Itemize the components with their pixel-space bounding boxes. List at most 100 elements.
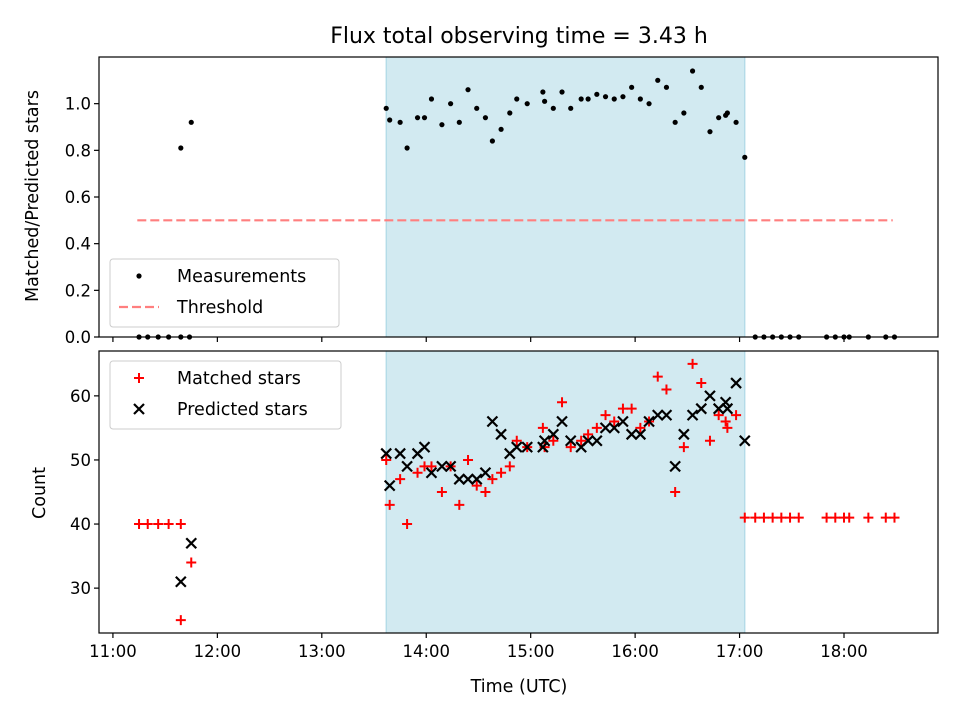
data-point bbox=[414, 115, 421, 121]
plus-marker bbox=[767, 512, 778, 523]
plus-marker bbox=[480, 487, 491, 497]
plus-marker bbox=[704, 435, 715, 446]
data-point bbox=[428, 96, 435, 102]
x-marker bbox=[739, 434, 751, 447]
x-marker bbox=[470, 473, 483, 485]
x-axis-label: Time (UTC) bbox=[470, 677, 568, 697]
data-point bbox=[514, 96, 520, 102]
data-point bbox=[655, 77, 661, 83]
plus-marker bbox=[426, 461, 437, 472]
plus-marker bbox=[565, 442, 576, 453]
plus-marker bbox=[600, 410, 611, 421]
legend: Matched stars Predicted stars bbox=[109, 360, 342, 430]
plus-marker bbox=[635, 422, 646, 433]
plus-marker bbox=[863, 512, 874, 523]
data-point bbox=[689, 68, 696, 74]
plus-marker bbox=[496, 467, 507, 478]
data-point bbox=[620, 94, 626, 100]
data-point bbox=[646, 101, 652, 107]
data-point bbox=[550, 105, 556, 111]
x-marker bbox=[721, 402, 734, 415]
data-point bbox=[474, 105, 480, 111]
x-marker bbox=[686, 409, 699, 421]
x-marker bbox=[547, 428, 560, 441]
plus-marker bbox=[617, 403, 628, 414]
x-marker bbox=[634, 428, 647, 441]
legend-label: Matched stars bbox=[177, 369, 301, 389]
top-panel: 0.0 0.2 0.4 0.6 0.8 1.0 Measurements Threshold bbox=[65, 56, 939, 347]
data-point bbox=[507, 110, 513, 116]
x-marker bbox=[669, 460, 681, 473]
y-tick-label: 40 bbox=[70, 515, 91, 534]
plus-marker bbox=[739, 512, 750, 523]
x-marker bbox=[383, 479, 396, 492]
x-tick-label: 13:00 bbox=[298, 642, 346, 661]
plus-marker bbox=[504, 461, 515, 472]
data-point bbox=[383, 105, 389, 111]
x-tick-label: 16:00 bbox=[611, 642, 659, 661]
x-marker bbox=[556, 415, 568, 428]
plus-marker bbox=[402, 519, 413, 530]
legend-label: Measurements bbox=[177, 267, 306, 287]
y-tick-label: 1.0 bbox=[65, 95, 91, 114]
data-point bbox=[421, 115, 428, 121]
data-point bbox=[602, 94, 609, 100]
data-point bbox=[178, 145, 184, 151]
x-marker bbox=[479, 466, 492, 479]
x-marker bbox=[704, 390, 716, 402]
plus-marker bbox=[722, 422, 733, 433]
x-marker bbox=[730, 377, 742, 389]
x-tick-label: 17:00 bbox=[716, 642, 764, 661]
data-point bbox=[188, 119, 194, 125]
x-marker bbox=[436, 460, 448, 473]
x-marker bbox=[564, 434, 577, 447]
legend-box bbox=[109, 360, 342, 430]
plus-marker bbox=[750, 512, 761, 523]
observing-window-span bbox=[386, 57, 745, 337]
plus-marker bbox=[436, 487, 447, 497]
plus-marker bbox=[793, 512, 804, 523]
plus-marker bbox=[454, 499, 465, 510]
plus-marker bbox=[844, 512, 855, 523]
x-marker bbox=[660, 409, 673, 421]
y-tick-label: 0.0 bbox=[65, 328, 91, 347]
plus-marker bbox=[175, 519, 186, 530]
plus-marker bbox=[395, 474, 406, 485]
data-point bbox=[456, 119, 462, 125]
data-point bbox=[663, 84, 670, 90]
x-tick-label: 14:00 bbox=[402, 642, 450, 661]
plus-marker bbox=[384, 499, 395, 510]
plus-marker bbox=[511, 435, 522, 446]
x-tick-label: 12:00 bbox=[194, 642, 242, 661]
y-tick-label: 0.4 bbox=[65, 235, 91, 254]
x-marker bbox=[495, 428, 507, 441]
plus-marker bbox=[696, 378, 707, 389]
x-marker bbox=[486, 415, 499, 428]
y-tick-label: 60 bbox=[70, 387, 91, 406]
plus-marker bbox=[661, 384, 672, 395]
data-point bbox=[611, 96, 617, 102]
plus-marker bbox=[186, 557, 197, 568]
x-marker bbox=[625, 428, 638, 441]
x-marker bbox=[608, 422, 621, 434]
data-point bbox=[637, 96, 643, 102]
x-marker bbox=[643, 415, 655, 428]
x-marker bbox=[510, 441, 523, 453]
plus-marker bbox=[487, 474, 498, 485]
x-marker bbox=[591, 434, 603, 447]
data-point bbox=[524, 101, 530, 107]
x-tick-label: 11:00 bbox=[89, 642, 137, 661]
x-marker bbox=[521, 441, 533, 453]
plus-marker bbox=[758, 512, 769, 523]
x-marker bbox=[678, 428, 690, 441]
legend-label: Threshold bbox=[176, 298, 263, 318]
y-tick-label: 0.8 bbox=[65, 141, 91, 160]
legend-box bbox=[109, 258, 340, 328]
data-point bbox=[578, 96, 584, 102]
data-point bbox=[559, 89, 565, 95]
data-point bbox=[542, 98, 548, 104]
x-marker bbox=[462, 473, 474, 485]
plus-marker bbox=[539, 442, 550, 453]
plus-marker bbox=[583, 429, 594, 440]
plus-marker bbox=[163, 519, 174, 530]
